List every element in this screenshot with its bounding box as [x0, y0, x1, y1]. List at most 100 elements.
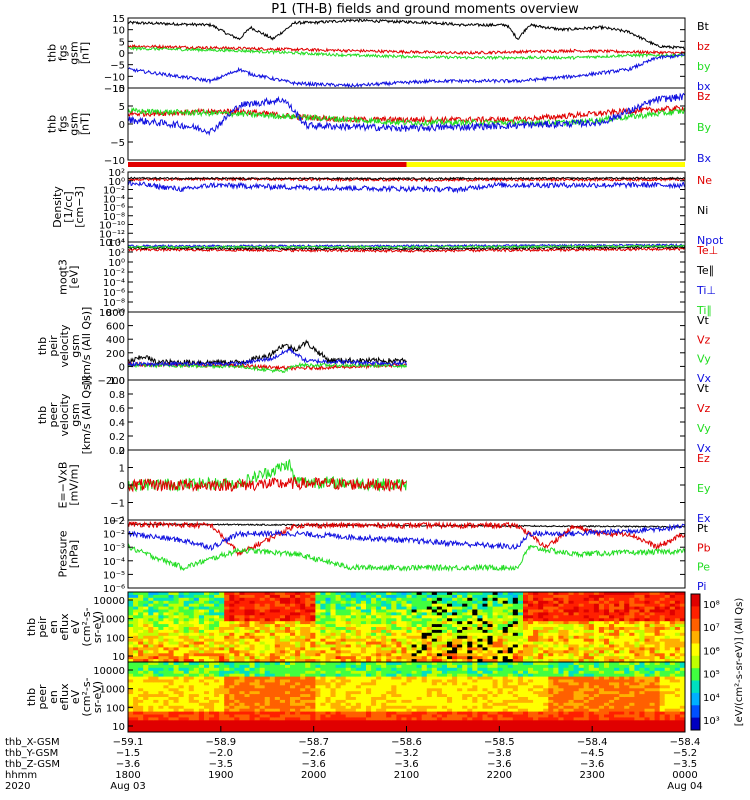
- heatmap-cell: [315, 717, 322, 721]
- heatmap-cell: [198, 624, 205, 628]
- heatmap-cell: [436, 635, 443, 640]
- heatmap-cell: [259, 594, 266, 599]
- heatmap-cell: [269, 691, 276, 695]
- heatmap-cell: [548, 597, 554, 602]
- legend-Bx: Bx: [697, 152, 712, 165]
- heatmap-cell: [264, 621, 271, 625]
- heatmap-cell: [305, 702, 311, 707]
- heatmap-cell: [204, 673, 210, 678]
- heatmap-cell: [183, 603, 190, 608]
- heatmap-cell: [538, 650, 544, 654]
- heatmap-cell: [259, 647, 266, 651]
- heatmap-cell: [528, 603, 534, 608]
- heatmap-cell: [168, 615, 175, 619]
- heatmap-cell: [295, 597, 301, 602]
- heatmap-cell: [229, 656, 235, 660]
- heatmap-cell: [558, 618, 565, 622]
- heatmap-cell: [224, 679, 230, 683]
- heatmap-cell: [335, 603, 342, 608]
- heatmap-cell: [548, 720, 554, 724]
- heatmap-cell: [447, 676, 453, 681]
- heatmap-cell: [254, 697, 261, 701]
- heatmap-cell: [386, 650, 392, 654]
- heatmap-cell: [254, 691, 261, 695]
- heatmap-cell: [457, 647, 463, 651]
- heatmap-cell: [360, 659, 367, 662]
- heatmap-cell: [436, 647, 443, 651]
- heatmap-cell: [193, 723, 200, 727]
- heatmap-cell: [568, 653, 575, 657]
- heatmap-cell: [148, 714, 154, 718]
- heatmap-cell: [659, 612, 666, 616]
- heatmap-cell: [340, 694, 347, 698]
- heatmap-cell: [249, 597, 256, 602]
- heatmap-cell: [507, 629, 514, 634]
- heatmap-cell: [391, 609, 397, 613]
- heatmap-cell: [512, 627, 519, 631]
- heatmap-cell: [634, 644, 641, 648]
- heatmap-cell: [239, 726, 246, 730]
- heatmap-cell: [639, 592, 646, 596]
- heatmap-cell: [133, 708, 139, 713]
- heatmap-cell: [507, 662, 514, 666]
- heatmap-cell: [290, 653, 296, 657]
- heatmap-cell: [462, 647, 468, 651]
- heatmap-cell: [512, 612, 519, 616]
- heatmap-cell: [360, 720, 367, 724]
- heatmap-cell: [639, 600, 646, 605]
- heatmap-cell: [335, 629, 342, 634]
- heatmap-cell: [325, 711, 332, 716]
- heatmap-cell: [173, 717, 180, 721]
- heatmap-cell: [421, 659, 428, 662]
- heatmap-cell: [558, 717, 565, 721]
- heatmap-cell: [133, 603, 139, 608]
- heatmap-cell: [533, 685, 539, 689]
- heatmap-cell: [401, 641, 408, 646]
- heatmap-cell: [386, 647, 392, 651]
- heatmap-cell: [593, 615, 600, 619]
- heatmap-cell: [431, 600, 438, 605]
- heatmap-cell: [128, 729, 134, 732]
- heatmap-cell: [401, 711, 408, 716]
- heatmap-cell: [573, 621, 580, 625]
- heatmap-cell: [588, 618, 595, 622]
- heatmap-cell: [467, 717, 473, 721]
- heatmap-cell: [512, 609, 519, 613]
- heatmap-cell: [477, 676, 484, 681]
- heatmap-cell: [406, 673, 413, 678]
- heatmap-cell: [523, 711, 529, 716]
- heatmap-cell: [143, 705, 149, 710]
- ytick-label: 10⁻²: [103, 186, 125, 197]
- heatmap-cell: [411, 688, 418, 692]
- heatmap-cell: [528, 638, 534, 643]
- heatmap-cell: [330, 638, 337, 643]
- heatmap-cell: [457, 679, 463, 683]
- heatmap-cell: [350, 664, 357, 669]
- heatmap-cell: [244, 597, 251, 602]
- heatmap-cell: [148, 705, 154, 710]
- heatmap-cell: [148, 621, 154, 625]
- heatmap-cell: [533, 705, 539, 710]
- heatmap-cell: [264, 717, 271, 721]
- heatmap-cell: [244, 691, 251, 695]
- heatmap-cell: [345, 726, 352, 730]
- heatmap-cell: [214, 638, 220, 643]
- heatmap-cell: [609, 609, 615, 613]
- heatmap-cell: [669, 638, 676, 643]
- heatmap-cell: [462, 635, 468, 640]
- heatmap-cell: [371, 597, 377, 602]
- heatmap-cell: [406, 691, 413, 695]
- heatmap-cell: [543, 653, 549, 657]
- heatmap-cell: [219, 714, 225, 718]
- heatmap-cell: [290, 708, 296, 713]
- heatmap-cell: [553, 708, 559, 713]
- heatmap-cell: [593, 650, 600, 654]
- heatmap-cell: [350, 597, 357, 602]
- heatmap-cell: [325, 726, 332, 730]
- heatmap-cell: [274, 627, 281, 631]
- heatmap-cell: [558, 615, 565, 619]
- heatmap-cell: [406, 600, 413, 605]
- heatmap-cell: [330, 618, 337, 622]
- heatmap-cell: [229, 711, 235, 716]
- heatmap-cell: [538, 682, 544, 686]
